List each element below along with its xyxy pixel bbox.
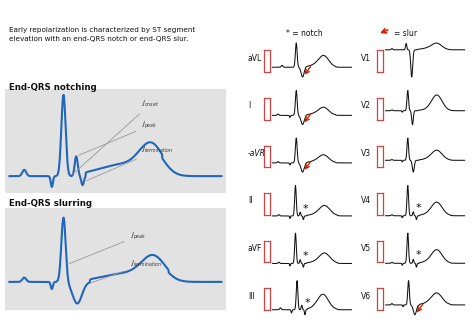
Text: V2: V2 (361, 101, 371, 111)
Text: $J_{peak}$: $J_{peak}$ (79, 120, 158, 155)
Text: B: B (244, 6, 253, 16)
Text: *: * (305, 298, 310, 308)
Text: * = notch: * = notch (285, 29, 322, 38)
Text: Schematic figure of early repolarization: Schematic figure of early repolarization (21, 6, 210, 15)
Text: aVL: aVL (248, 54, 262, 63)
Text: Early repolarization is characterized by ST segment
elevation with an end-QRS no: Early repolarization is characterized by… (9, 28, 196, 42)
Text: End-QRS slurring: End-QRS slurring (9, 199, 92, 208)
Text: *: * (303, 251, 309, 261)
FancyBboxPatch shape (5, 208, 226, 310)
Text: V6: V6 (361, 292, 371, 300)
Text: End-QRS notching: End-QRS notching (9, 83, 97, 92)
Text: $J_{termination}$: $J_{termination}$ (90, 258, 161, 283)
Text: -aVR: -aVR (248, 149, 266, 158)
Text: V5: V5 (361, 244, 371, 253)
Text: *: * (303, 204, 309, 214)
Text: aVF: aVF (248, 244, 262, 253)
Text: V1: V1 (361, 54, 371, 63)
Text: V3: V3 (361, 149, 371, 158)
Text: I: I (248, 101, 250, 111)
Text: $J_{onset}$: $J_{onset}$ (73, 99, 159, 174)
FancyBboxPatch shape (5, 89, 226, 193)
Text: II: II (248, 196, 252, 205)
Text: $J_{peak}$: $J_{peak}$ (69, 230, 146, 264)
Text: Early repolarization found in an adult male: Early repolarization found in an adult m… (260, 6, 463, 15)
Text: = slur: = slur (394, 29, 417, 38)
Text: A: A (6, 6, 15, 16)
Text: *: * (415, 203, 421, 213)
Text: V4: V4 (361, 196, 371, 205)
Text: $J_{termination}$: $J_{termination}$ (87, 145, 173, 181)
Text: III: III (248, 292, 255, 300)
Text: *: * (415, 250, 421, 260)
